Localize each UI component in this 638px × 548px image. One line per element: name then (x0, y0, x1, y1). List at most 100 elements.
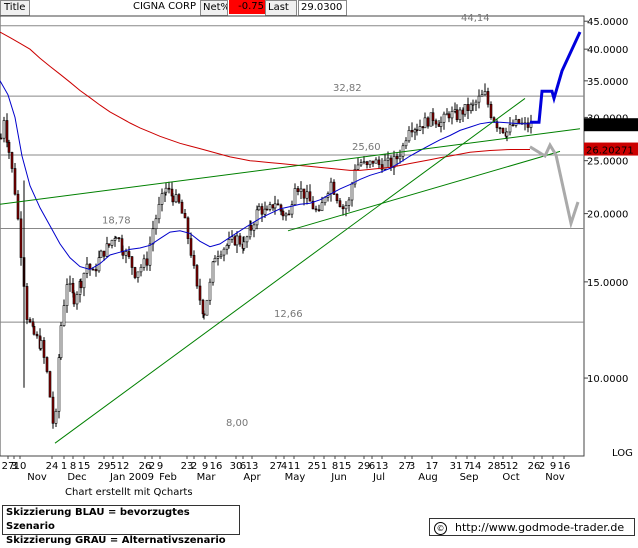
price-box-label-1: 26.20271 (586, 146, 634, 157)
candle-body-144 (398, 155, 402, 160)
x-tick-label-12: 9 (157, 461, 163, 472)
x-tick-label-28: 6 (369, 461, 375, 472)
candle-body-109 (293, 188, 297, 205)
candle-body-123 (335, 194, 339, 202)
candle-body-134 (368, 160, 372, 166)
candle-body-159 (439, 121, 443, 127)
trendline-1 (54, 98, 526, 444)
y-tick-label-1: 40.0000 (587, 45, 628, 56)
candle-body-148 (410, 130, 414, 133)
candle-body-173 (477, 95, 481, 103)
candle-body-162 (447, 113, 451, 119)
candle-body-54 (145, 258, 149, 266)
x-tick-label-5: 8 (70, 461, 76, 472)
level-label-5: 8,00 (226, 418, 248, 429)
candle-body-103 (276, 203, 280, 206)
x-month-label-0: Nov (27, 472, 47, 483)
candle-body-119 (323, 196, 327, 204)
x-tick-label-4: 1 (61, 461, 67, 472)
y-tick-label-5: 20.0000 (587, 210, 628, 221)
candle-body-28 (75, 294, 79, 305)
candle-body-0 (0, 137, 3, 140)
candle-body-121 (329, 181, 333, 194)
candle-body-43 (114, 237, 118, 240)
candle-body-79 (213, 257, 217, 263)
candle-body-153 (423, 117, 427, 129)
candle-body-10 (28, 319, 32, 323)
x-tick-label-8: 5 (110, 461, 116, 472)
candle-body-172 (474, 101, 478, 105)
log-scale-label: LOG (612, 448, 633, 459)
x-tick-label-15: 9 (202, 461, 208, 472)
candle-body-115 (311, 200, 315, 210)
candle-body-105 (281, 210, 285, 217)
x-month-label-5: Apr (243, 472, 261, 483)
scenario-blue-path (530, 31, 582, 124)
candle-body-100 (268, 204, 272, 210)
x-tick-label-25: 8 (332, 461, 338, 472)
candle-body-46 (121, 251, 125, 256)
candle-body-13 (35, 333, 39, 337)
candle-body-73 (198, 285, 202, 301)
candle-body-81 (219, 254, 223, 257)
x-tick-label-10: 26 (139, 461, 152, 472)
candle-body-163 (450, 111, 454, 119)
candle-body-7 (19, 218, 23, 258)
candle-body-126 (344, 205, 348, 210)
candle-body-116 (314, 208, 318, 211)
candle-body-175 (483, 91, 487, 96)
candle-body-97 (260, 206, 264, 215)
candle-body-129 (353, 169, 357, 185)
candle-body-66 (177, 194, 181, 203)
candle-body-150 (415, 129, 419, 131)
x-tick-label-1: 3 (11, 461, 17, 472)
x-tick-label-17: 30 (230, 461, 243, 472)
x-tick-label-35: 14 (469, 461, 482, 472)
x-month-label-6: May (285, 472, 306, 483)
candle-body-112 (302, 188, 306, 199)
candle-body-22 (59, 325, 63, 358)
candle-body-110 (296, 188, 300, 192)
website-link[interactable]: http://www.godmode-trader.de (455, 521, 625, 534)
candle-body-146 (404, 140, 408, 147)
candle-body-118 (320, 202, 324, 212)
candle-body-5 (13, 168, 17, 195)
candle-body-67 (180, 201, 184, 214)
x-tick-label-42: 16 (558, 461, 571, 472)
candle-body-181 (501, 127, 505, 133)
candle-body-91 (245, 236, 249, 243)
candle-body-138 (380, 164, 384, 170)
x-tick-label-29: 13 (376, 461, 389, 472)
candle-body-34 (91, 268, 95, 271)
candle-body-53 (142, 258, 146, 268)
trendline-2 (287, 150, 561, 232)
x-tick-label-18: 6 (240, 461, 246, 472)
chart-credit: Chart erstellt mit Qcharts (65, 487, 193, 498)
candle-body-156 (431, 112, 435, 121)
candle-body-95 (255, 209, 259, 226)
x-month-label-4: Mar (197, 472, 217, 483)
x-tick-label-14: 2 (191, 461, 197, 472)
x-tick-label-11: 2 (149, 461, 155, 472)
candle-body-160 (442, 113, 446, 123)
x-tick-label-23: 25 (308, 461, 321, 472)
plot-frame (0, 15, 585, 457)
candle-body-117 (317, 209, 321, 212)
x-tick-label-2: 10 (14, 461, 27, 472)
netpct-value: -0.75 (229, 0, 266, 14)
candle-body-77 (208, 281, 212, 301)
candle-body-147 (407, 130, 411, 142)
x-tick-label-19: 13 (246, 461, 259, 472)
y-tick-label-2: 35.0000 (587, 77, 628, 88)
x-tick-label-20: 27 (270, 461, 283, 472)
candle-body-76 (205, 299, 209, 316)
candle-body-62 (167, 187, 171, 190)
candle-body-88 (238, 235, 242, 245)
x-tick-label-36: 28 (488, 461, 501, 472)
copyright-icon: © (434, 521, 447, 535)
candle-body-19 (51, 396, 55, 424)
candle-body-87 (235, 235, 239, 246)
x-month-label-3: Feb (159, 472, 177, 483)
x-month-label-2: Jan 2009 (109, 472, 154, 483)
price-box-0 (584, 118, 638, 132)
